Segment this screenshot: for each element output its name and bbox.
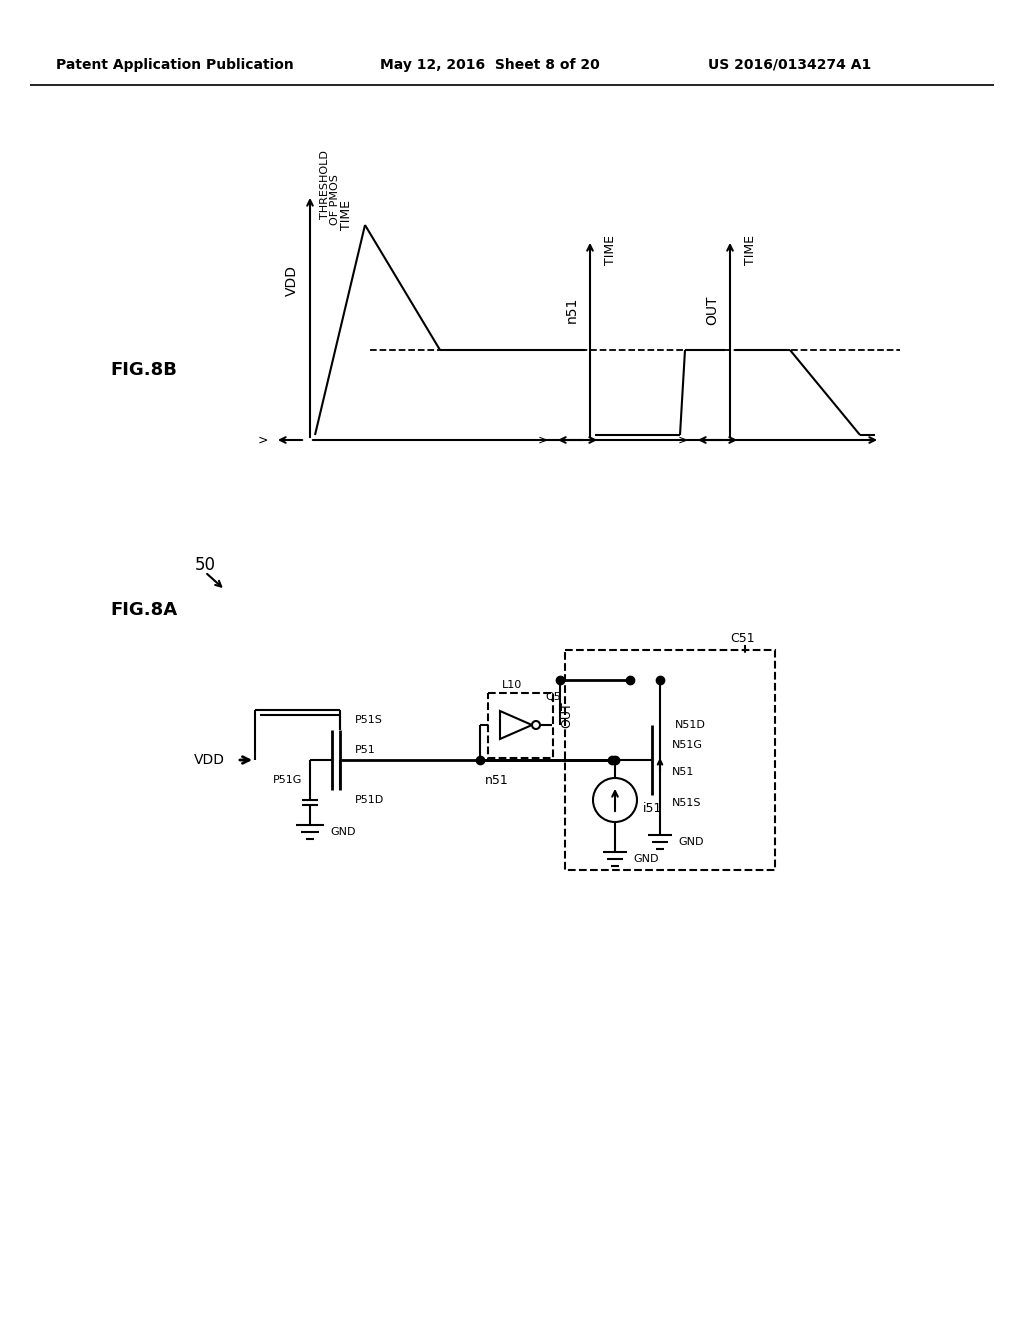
Text: US 2016/0134274 A1: US 2016/0134274 A1 — [709, 58, 871, 73]
Text: VDD: VDD — [285, 264, 299, 296]
Bar — [488, 693, 553, 758]
Text: FIG.8B: FIG.8B — [110, 360, 177, 379]
Text: P51: P51 — [355, 744, 376, 755]
Text: Patent Application Publication: Patent Application Publication — [56, 58, 294, 73]
Text: May 12, 2016  Sheet 8 of 20: May 12, 2016 Sheet 8 of 20 — [380, 58, 600, 73]
Text: n51: n51 — [565, 297, 579, 323]
Text: >: > — [257, 433, 268, 446]
Text: OUT: OUT — [705, 296, 719, 325]
Text: N51S: N51S — [672, 799, 701, 808]
Text: TIME: TIME — [744, 235, 757, 265]
Text: N51: N51 — [672, 767, 694, 777]
Text: i51: i51 — [643, 801, 663, 814]
Text: GND: GND — [633, 854, 658, 865]
Text: TIME: TIME — [340, 201, 353, 230]
Text: GND: GND — [330, 828, 355, 837]
Text: GND: GND — [678, 837, 703, 847]
Text: OF PMOS: OF PMOS — [330, 174, 340, 226]
Bar — [565, 649, 775, 870]
Text: N51G: N51G — [672, 741, 703, 750]
Text: P51S: P51S — [355, 715, 383, 725]
Text: OUT: OUT — [560, 702, 573, 729]
Text: Q5: Q5 — [545, 692, 561, 702]
Text: P51D: P51D — [355, 795, 384, 805]
Text: THRESHOLD: THRESHOLD — [319, 150, 330, 219]
Text: TIME: TIME — [604, 235, 617, 265]
Text: VDD: VDD — [194, 752, 225, 767]
Text: C51: C51 — [730, 631, 755, 644]
Text: FIG.8A: FIG.8A — [110, 601, 177, 619]
Text: n51: n51 — [485, 774, 509, 787]
Text: L10: L10 — [502, 680, 522, 690]
Text: >: > — [538, 433, 548, 446]
Text: 50: 50 — [195, 556, 216, 574]
Text: N51D: N51D — [675, 719, 706, 730]
Text: P51G: P51G — [272, 775, 302, 785]
Text: >: > — [678, 433, 688, 446]
